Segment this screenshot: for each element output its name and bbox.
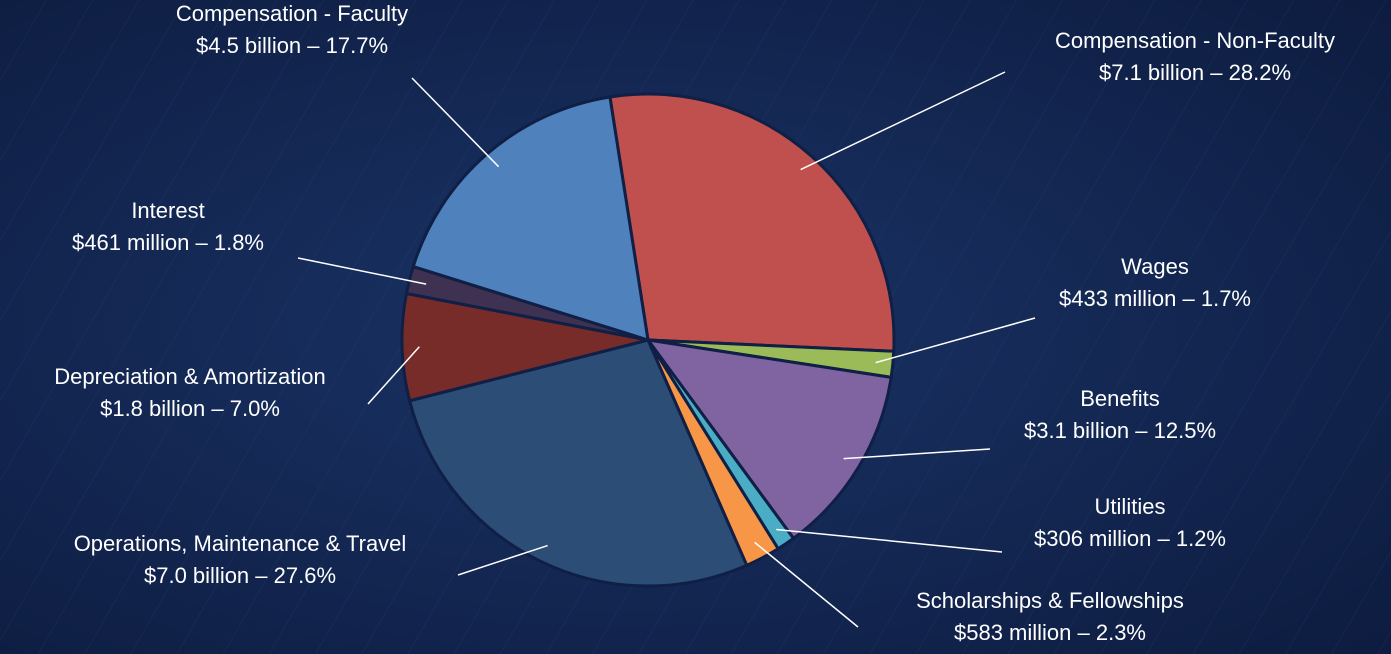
slice-label: Utilities $306 million – 1.2% — [1034, 494, 1226, 551]
slice-label-value: $7.0 billion – 27.6% — [144, 563, 336, 588]
slice-label: Wages $433 million – 1.7% — [1059, 254, 1251, 311]
slice-label: Benefits $3.1 billion – 12.5% — [1024, 386, 1216, 443]
slice-label-value: $583 million – 2.3% — [954, 620, 1146, 645]
slice-label-name: Wages — [1121, 254, 1189, 279]
slice-label-name: Scholarships & Fellowships — [916, 588, 1184, 613]
slice-label-value: $1.8 billion – 7.0% — [100, 396, 280, 421]
slice-label-value: $461 million – 1.8% — [72, 230, 264, 255]
slice-label-value: $4.5 billion – 17.7% — [196, 33, 388, 58]
slice-label-name: Benefits — [1080, 386, 1160, 411]
slice-label: Depreciation & Amortization $1.8 billion … — [54, 364, 325, 421]
leader-line — [843, 448, 991, 460]
slice-label-value: $433 million – 1.7% — [1059, 286, 1251, 311]
slice-label-name: Operations, Maintenance & Travel — [74, 531, 407, 556]
pie-slice — [400, 291, 649, 403]
slice-label-name: Depreciation & Amortization — [54, 364, 325, 389]
slice-label-value: $306 million – 1.2% — [1034, 526, 1226, 551]
pie-slice — [407, 338, 749, 588]
leader-line — [776, 528, 1003, 553]
slice-label-name: Interest — [131, 198, 204, 223]
slice-label: Interest $461 million – 1.8% — [72, 198, 264, 255]
leader-line — [367, 346, 420, 405]
pie-slice — [608, 92, 896, 353]
slice-label: Scholarships & Fellowships $583 million –… — [916, 588, 1184, 645]
slice-label-name: Compensation - Non-Faculty — [1055, 28, 1335, 53]
pie-slice — [411, 95, 650, 343]
slice-label: Compensation - Non-Faculty $7.1 billion –… — [1055, 28, 1335, 85]
leader-line — [800, 71, 1006, 171]
leader-line — [297, 257, 427, 285]
slice-label-value: $3.1 billion – 12.5% — [1024, 418, 1216, 443]
slice-label-value: $7.1 billion – 28.2% — [1099, 60, 1291, 85]
leader-line — [457, 544, 548, 576]
leader-line — [754, 541, 859, 628]
slice-label: Operations, Maintenance & Travel $7.0 bil… — [74, 531, 407, 588]
leader-line — [875, 317, 1036, 364]
slice-label: Compensation - Faculty $4.5 billion – 17.… — [176, 1, 408, 58]
pie-slice — [644, 337, 893, 541]
slice-label-name: Compensation - Faculty — [176, 1, 408, 26]
leader-line — [411, 77, 500, 168]
slice-label-name: Utilities — [1095, 494, 1166, 519]
